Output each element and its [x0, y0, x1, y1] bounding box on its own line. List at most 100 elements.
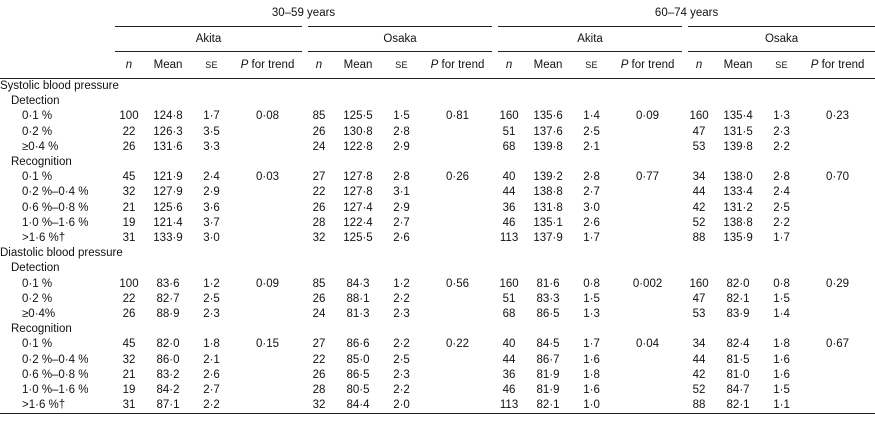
cell: 2·2	[773, 216, 790, 229]
subsection-title: Detection	[11, 262, 60, 275]
cell: 82·1	[713, 398, 764, 415]
cell: 34	[692, 338, 706, 351]
cell: 2·8	[393, 171, 410, 184]
cell: 1·7	[583, 338, 600, 351]
empty-cell	[230, 353, 305, 368]
cell: 0·09	[636, 110, 660, 123]
empty-cell	[420, 353, 495, 368]
data-row: 0·6 %–0·8 % 21 125·6 3·6 26 127·4 2·9 36 131·8 3·…	[0, 201, 875, 216]
data-row: 0·2 % 22 126·3 3·5 26 130·8 2·8 51 137·6 2·5 47 131…	[0, 125, 875, 140]
cell: 86·5	[536, 308, 560, 321]
cell: 26	[312, 125, 326, 138]
row-label: 0·2 %	[22, 125, 53, 138]
cell: 1·7	[203, 110, 220, 123]
empty-cell	[800, 292, 875, 307]
cell: 40	[502, 171, 516, 184]
empty-cell	[610, 231, 685, 246]
empty-cell	[230, 292, 305, 307]
group-header: 60–74 years	[492, 0, 875, 27]
cell: 0·03	[255, 171, 280, 184]
cell: 137·6	[533, 125, 563, 138]
cell: 32	[122, 353, 136, 366]
data-row: 0·2 %–0·4 % 32 127·9 2·9 22 127·8 3·1 44 138·8 2·…	[0, 185, 875, 200]
cell: 127·9	[153, 186, 183, 199]
row-label: 0·6 %–0·8 %	[22, 368, 89, 381]
cell: 19	[122, 216, 136, 229]
cell: 53	[692, 140, 706, 153]
cell: 1·4	[773, 308, 790, 321]
cell: 1·8	[583, 368, 600, 381]
group-header: 30–59 years	[115, 0, 496, 27]
empty-cell	[800, 185, 875, 200]
empty-cell	[610, 125, 685, 140]
empty-cell	[420, 201, 495, 216]
cell: 135·4	[723, 110, 753, 123]
cell: 84·3	[346, 277, 370, 290]
subsection-row: Detection	[0, 261, 875, 276]
cell: 27	[312, 338, 326, 351]
cell: 86·0	[156, 353, 180, 366]
empty-cell	[800, 140, 875, 155]
cell: 86·7	[536, 353, 560, 366]
data-row: ≥0·4 % 26 131·6 3·3 24 122·8 2·9 68 139·8 2·1 53 13…	[0, 140, 875, 155]
cell: 1·0	[573, 398, 611, 415]
empty-cell	[800, 125, 875, 140]
section-title: Diastolic blood pressure	[0, 247, 123, 260]
cell: 51	[502, 292, 516, 305]
cell: 1·6	[773, 353, 790, 366]
subsection-row: Recognition	[0, 155, 875, 170]
cell: 46	[502, 384, 516, 397]
empty-cell	[230, 140, 305, 155]
data-table: 30–59 years 60–74 years Akita Osaka Akita Osa…	[0, 0, 875, 415]
empty-cell	[420, 398, 496, 415]
empty-cell	[800, 383, 875, 398]
cell: 2·9	[203, 186, 220, 199]
cell: 0·8	[773, 277, 790, 290]
subsection-title: Recognition	[11, 323, 72, 336]
empty-cell	[610, 368, 685, 383]
cell: 2·4	[203, 171, 220, 184]
cell: 131·5	[723, 125, 753, 138]
empty-cell	[610, 140, 685, 155]
cell: 3·5	[203, 125, 220, 138]
empty-cell	[420, 368, 495, 383]
cell: 24	[312, 308, 326, 321]
empty-cell	[230, 216, 305, 231]
cell: 83·6	[156, 277, 180, 290]
cell: 80·5	[346, 384, 370, 397]
cell: 131·8	[533, 201, 563, 214]
cell: 47	[692, 292, 706, 305]
subgroup-header: Osaka	[682, 26, 875, 52]
row-label: 0·2 %	[22, 292, 53, 305]
cell: 100	[119, 110, 139, 123]
cell: 127·4	[343, 201, 373, 214]
cell: 21	[122, 201, 136, 214]
cell: 138·0	[723, 171, 753, 184]
cell: 52	[692, 384, 706, 397]
cell: 2·8	[583, 171, 600, 184]
cell: 28	[312, 384, 326, 397]
cell: 2·7	[203, 384, 220, 397]
cell: 1·7	[773, 232, 790, 245]
column-header: Mean	[713, 51, 764, 79]
row-label: 0·6 %–0·8 %	[22, 201, 89, 214]
cell: 2·2	[193, 398, 230, 415]
cell: 31	[115, 398, 143, 415]
blank	[0, 51, 115, 79]
cell: 0·70	[826, 171, 850, 184]
cell: 2·6	[393, 232, 410, 245]
cell: 1·5	[583, 292, 600, 305]
subgroup-header: Akita	[115, 26, 305, 52]
cell: 21	[122, 368, 136, 381]
cell: 138·8	[533, 186, 563, 199]
row-label: 0·1 %	[22, 110, 53, 123]
empty-cell	[420, 185, 495, 200]
cell: 0·15	[255, 338, 280, 351]
cell: 88·9	[156, 308, 180, 321]
cell: 22	[122, 292, 136, 305]
cell: 125·5	[343, 232, 373, 245]
cell: 2·5	[203, 292, 220, 305]
cell: 135·1	[533, 216, 563, 229]
cell: 1·2	[393, 277, 410, 290]
empty-cell	[230, 383, 305, 398]
